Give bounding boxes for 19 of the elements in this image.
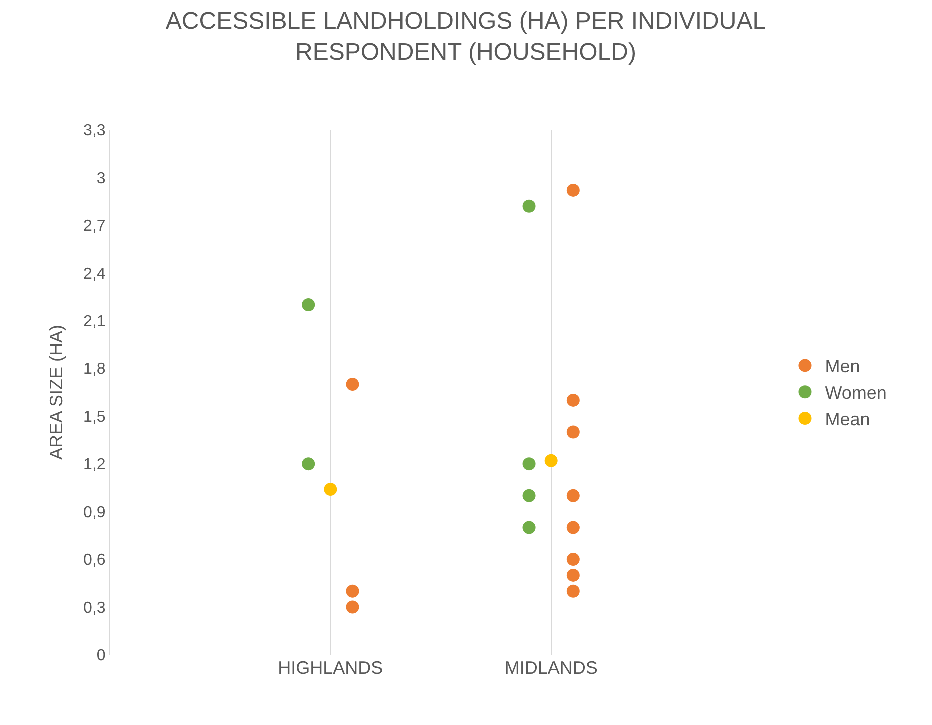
legend-label: Men bbox=[825, 356, 860, 377]
y-axis-title: AREA SIZE (HA) bbox=[46, 324, 67, 460]
y-tick-label: 1,8 bbox=[84, 361, 106, 378]
legend-label: Mean bbox=[825, 410, 870, 430]
y-tick-label: 3 bbox=[96, 170, 106, 188]
y-tick-label: 2,7 bbox=[84, 218, 106, 236]
y-tick-label: 0 bbox=[96, 648, 106, 665]
y-tick-label: 1,5 bbox=[84, 408, 106, 426]
x-tick-label: HIGHLANDS bbox=[278, 658, 384, 678]
x-tick-label: MIDLANDS bbox=[504, 658, 598, 678]
legend-label: Women bbox=[825, 383, 887, 404]
y-tick-label: 0,6 bbox=[84, 552, 106, 570]
y-tick-label: 0,3 bbox=[84, 600, 106, 617]
y-tick-label: 2,4 bbox=[84, 266, 106, 283]
y-tick-label: 3,3 bbox=[84, 122, 106, 140]
y-tick-label: 0,9 bbox=[84, 504, 106, 522]
y-tick-label: 2,1 bbox=[84, 314, 106, 331]
y-tick-label: 1,2 bbox=[84, 456, 106, 474]
chart-title: ACCESSIBLE LANDHOLDINGS (HA) PER INDIVIDUAL RESPONDENT (HOUSEHOLD) bbox=[166, 8, 766, 66]
